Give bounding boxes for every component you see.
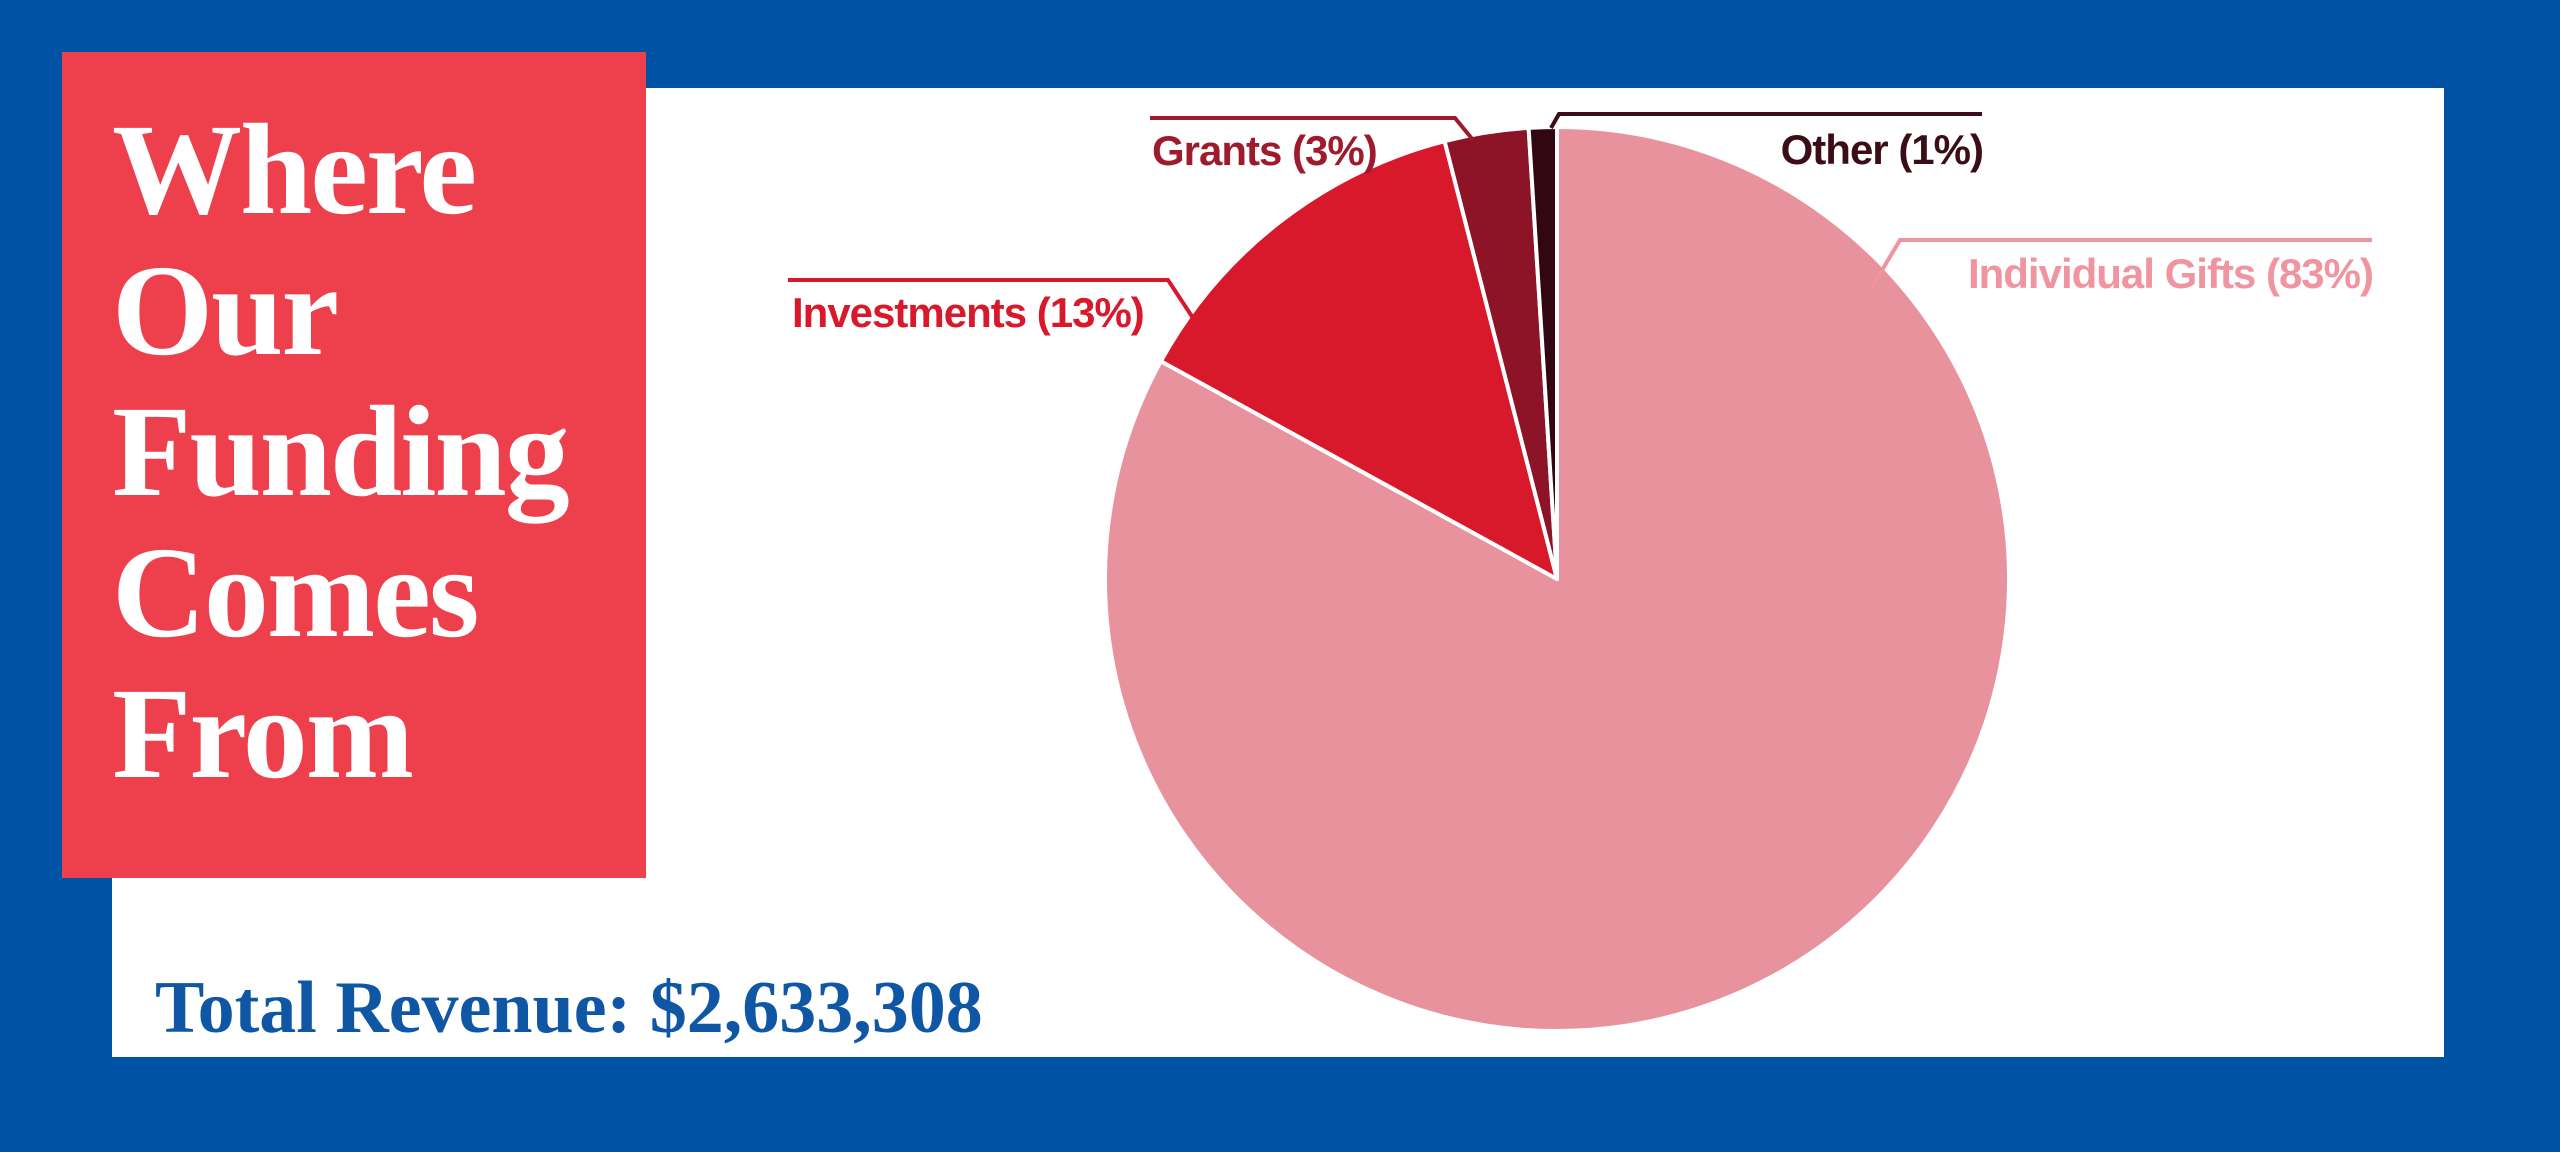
page-title-line-5: From: [112, 662, 414, 806]
page-title-line-1: Where: [112, 98, 477, 242]
pie-chart: [1102, 125, 2011, 1033]
page-title-line-3: Funding: [112, 380, 570, 524]
investments-label: Investments (13%): [792, 289, 1145, 336]
total-revenue-text: Total Revenue: $2,633,308: [155, 967, 983, 1049]
page-title-line-4: Comes: [112, 521, 479, 665]
pie-slice-investments: [1158, 139, 1559, 581]
page-title-line-2: Our: [112, 239, 339, 383]
individual-gifts-label: Individual Gifts (83%): [1967, 250, 2374, 297]
title-box: Where Our Funding Comes From: [62, 52, 646, 878]
other-label: Other (1%): [1780, 126, 1984, 173]
grants-label: Grants (3%): [1152, 127, 1378, 174]
